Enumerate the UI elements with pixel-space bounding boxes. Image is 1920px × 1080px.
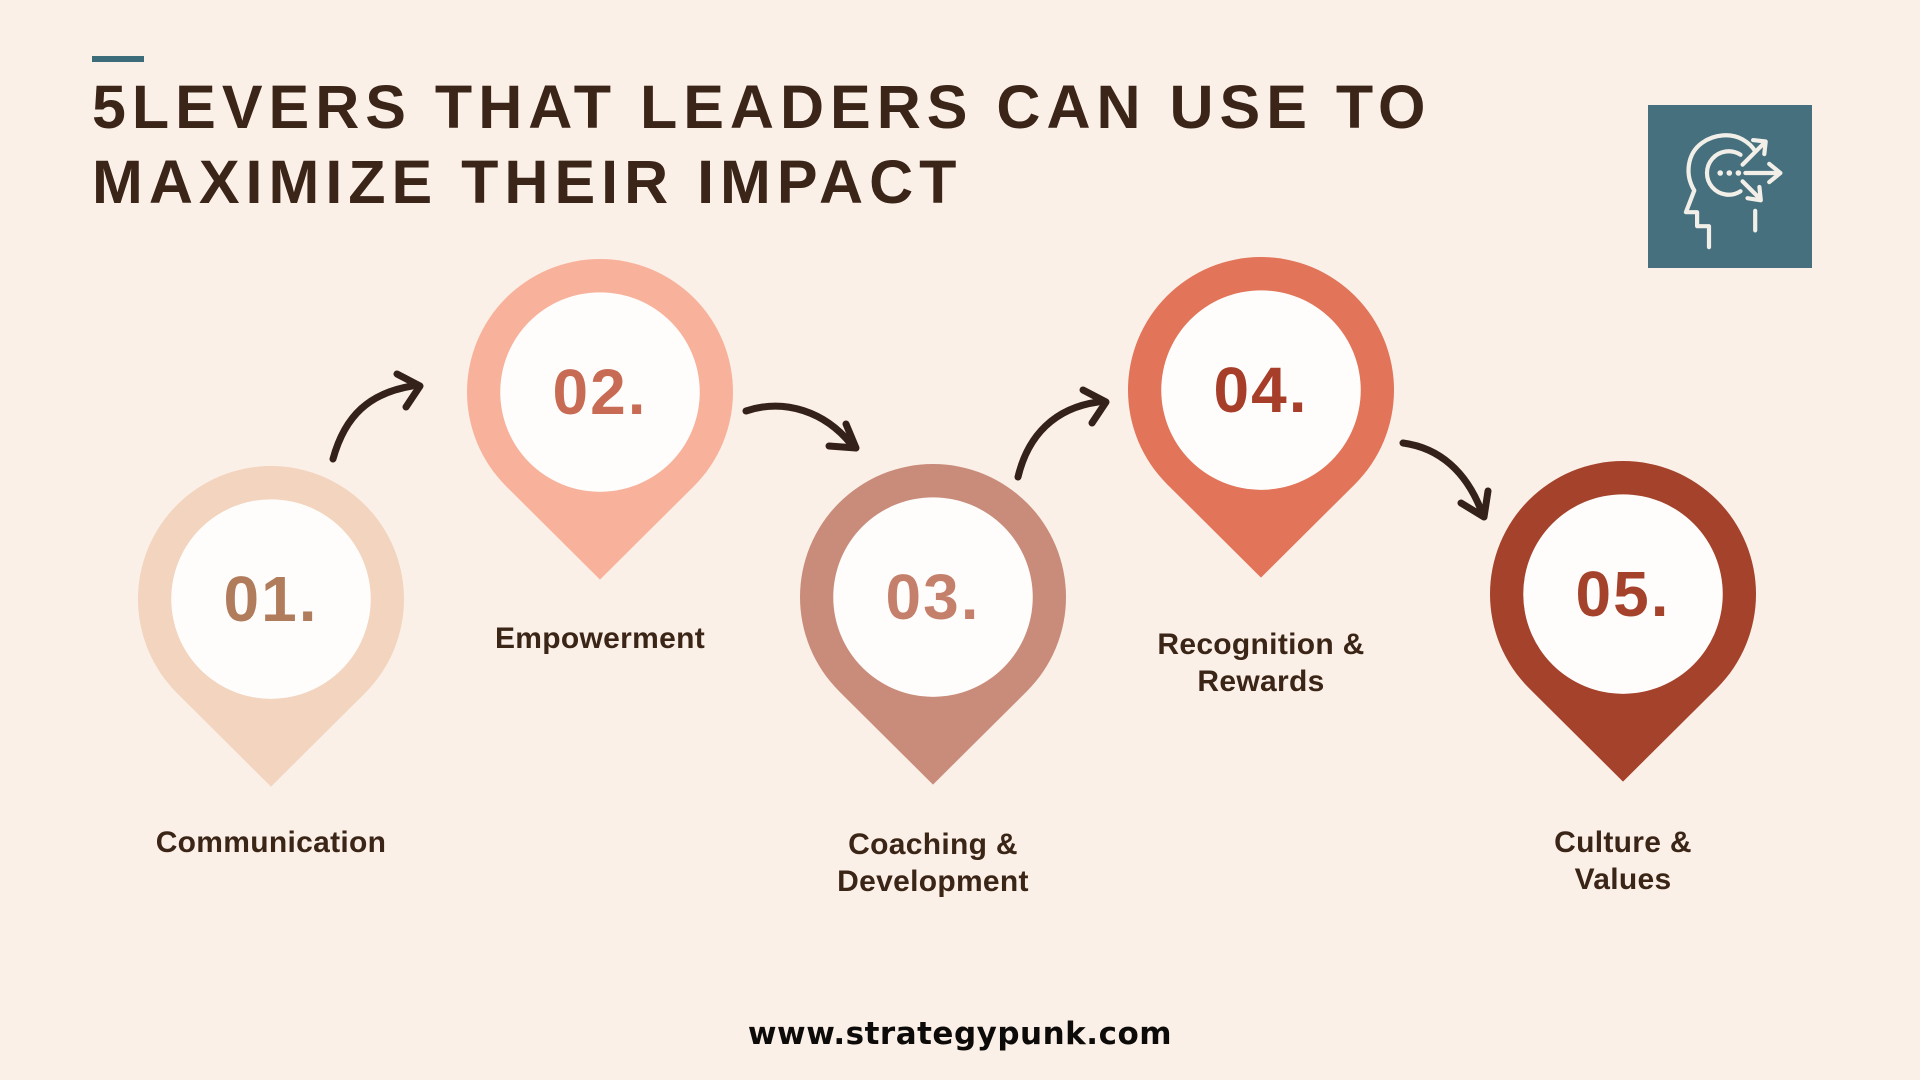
step-number-04: 04. [1213, 354, 1309, 426]
map-pin-icon [1128, 257, 1394, 578]
step-label-empowerment: Empowerment [494, 622, 705, 655]
pin-step-05: 05. [1490, 461, 1756, 783]
map-pin-icon [1490, 461, 1756, 782]
website-url[interactable]: www.strategypunk.com [747, 1016, 1173, 1052]
step-label-recognition-rewards: Recognition & Rewards [1157, 628, 1365, 698]
map-pin-icon [800, 464, 1066, 785]
map-pin-icon [467, 259, 733, 580]
head-with-arrows-icon [1683, 132, 1783, 249]
step-number-02: 02. [552, 356, 648, 428]
curved-arrow-4-head-icon [1457, 487, 1492, 521]
pin-inner-circle [500, 292, 700, 492]
curved-arrow-1-head-icon [393, 370, 424, 411]
pin-step-04: 04. [1128, 257, 1394, 579]
pin-inner-circle [1161, 290, 1361, 490]
curved-arrow-4-icon [1399, 439, 1485, 514]
curved-arrow-2-icon [742, 402, 855, 448]
pin-inner-circle [1523, 494, 1723, 694]
page-title: 5LEVERS THAT LEADERS CAN USE TO MAXIMIZE… [92, 70, 1432, 220]
brand-logo [1648, 105, 1812, 268]
curved-arrow-2-head-icon [825, 420, 860, 452]
step-label-coaching-development: Coaching & Development [837, 828, 1029, 898]
pin-inner-circle [171, 499, 371, 699]
step-label-culture-values: Culture & Values [1554, 826, 1692, 896]
map-pin-icon [138, 466, 404, 787]
pin-step-02: 02. [467, 259, 733, 581]
title-accent-line [92, 56, 144, 62]
pin-step-03: 03. [800, 464, 1066, 786]
curved-arrow-3-head-icon [1079, 386, 1110, 427]
step-label-communication: Communication [155, 826, 387, 859]
curved-arrow-1-icon [329, 382, 416, 463]
pin-step-01: 01. [138, 466, 404, 788]
page-title-line2: MAXIMIZE THEIR IMPACT [92, 148, 963, 216]
step-number-01: 01. [223, 563, 319, 635]
step-number-03: 03. [885, 561, 981, 633]
step-number-05: 05. [1575, 558, 1671, 630]
page-title-line1: 5LEVERS THAT LEADERS CAN USE TO [92, 73, 1432, 141]
pin-inner-circle [833, 497, 1033, 697]
